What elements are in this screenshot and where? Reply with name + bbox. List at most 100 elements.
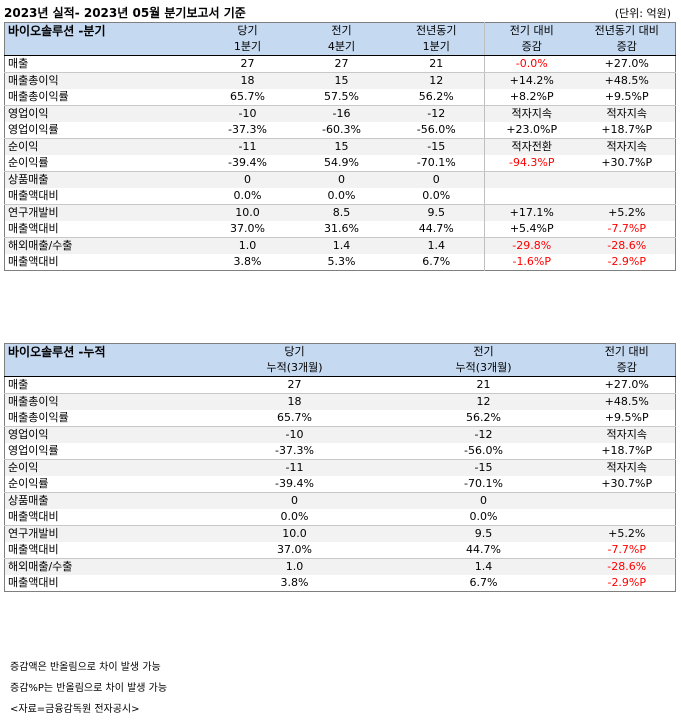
change-vs-yoy: 적자지속 (578, 138, 676, 155)
value-previous: -16 (294, 105, 389, 122)
cum-col-subheader-blank (4, 360, 201, 377)
row-label: 순이익률 (4, 476, 201, 493)
row-label: 매출총이익 (4, 72, 201, 89)
value-current: -37.3% (200, 443, 389, 460)
value-current: 10.0 (200, 525, 389, 542)
col-subheader-change-prev: 증감 (484, 39, 579, 56)
col-header-change-prev: 전기 대비 (484, 22, 579, 39)
change-vs-yoy: -7.7%P (578, 221, 676, 238)
row-label: 영업이익률 (4, 443, 201, 460)
change-vs-yoy: +18.7%P (578, 122, 676, 139)
row-label: 해외매출/수출 (4, 558, 201, 575)
table-row: 순이익률 -39.4% -70.1% +30.7%P (4, 476, 676, 493)
value-current: -39.4% (200, 476, 389, 493)
value-yoy: 1.4 (388, 237, 485, 254)
table-row: 매출 27 21 +27.0% (4, 376, 676, 394)
table-row: 영업이익률 -37.3% -56.0% +18.7%P (4, 443, 676, 460)
table-row: 순이익률 -39.4% 54.9% -70.1% -94.3%P +30.7%P (4, 155, 676, 172)
value-current: -10 (200, 426, 389, 443)
cum-col-header-current: 당기 (200, 343, 389, 360)
table-row: 영업이익률 -37.3% -60.3% -56.0% +23.0%P +18.7%P (4, 122, 676, 139)
value-previous: 9.5 (388, 525, 579, 542)
change-vs-previous: +48.5% (578, 393, 676, 410)
value-previous: 15 (294, 72, 389, 89)
row-label: 매출 (4, 55, 201, 73)
change-vs-yoy: +9.5%P (578, 89, 676, 106)
value-yoy: 21 (388, 55, 485, 73)
table-row: 영업이익 -10 -16 -12 적자지속 적자지속 (4, 105, 676, 122)
cum-col-subheader-change: 증감 (578, 360, 676, 377)
value-current: 10.0 (200, 204, 295, 221)
quarterly-table-body: 매출 27 27 21 -0.0% +27.0% 매출총이익 18 15 12 +14.2% +48.… (4, 55, 676, 271)
value-current: 0.0% (200, 509, 389, 526)
value-current: 0 (200, 171, 295, 188)
value-previous: 0.0% (294, 188, 389, 205)
change-vs-yoy: +30.7%P (578, 155, 676, 172)
value-yoy: -15 (388, 138, 485, 155)
change-vs-yoy: +27.0% (578, 55, 676, 73)
change-vs-previous: -94.3%P (484, 155, 579, 172)
change-vs-yoy: -2.9%P (607, 255, 647, 268)
value-previous: -56.0% (388, 443, 579, 460)
table-row: 매출총이익률 65.7% 56.2% +9.5%P (4, 410, 676, 427)
row-label: 순이익 (4, 459, 201, 476)
section-title-cumulative: 바이오솔루션 -누적 (4, 343, 201, 360)
change-vs-previous: +5.4%P (484, 221, 579, 238)
value-current: -37.3% (200, 122, 295, 139)
value-previous: 27 (294, 55, 389, 73)
value-previous: 1.4 (388, 558, 579, 575)
row-label: 매출총이익 (4, 393, 201, 410)
col-header-yoy: 전년동기 (388, 22, 485, 39)
quarterly-table: 바이오솔루션 -분기 당기 전기 전년동기 전기 대비 전년동기 대비 1분기 … (4, 22, 676, 271)
value-current: 0.0% (200, 188, 295, 205)
section-title-quarterly: 바이오솔루션 -분기 (4, 22, 201, 39)
table-row: 해외매출/수출 1.0 1.4 -28.6% (4, 558, 676, 575)
col-subheader-yoy: 1분기 (388, 39, 485, 56)
table-row: 영업이익 -10 -12 적자지속 (4, 426, 676, 443)
change-vs-previous: 적자지속 (578, 459, 676, 476)
row-label: 매출 (4, 376, 201, 394)
cumulative-table: 바이오솔루션 -누적 당기 전기 전기 대비 누적(3개월) 누적(3개월) 증… (4, 343, 676, 592)
cumulative-header-row-2: 누적(3개월) 누적(3개월) 증감 (4, 360, 676, 377)
value-current: -10 (200, 105, 295, 122)
value-current: 18 (200, 393, 389, 410)
value-previous: 54.9% (294, 155, 389, 172)
change-vs-previous: -0.0% (484, 55, 579, 73)
col-subheader-change-yoy: 증감 (578, 39, 676, 56)
change-vs-previous (484, 188, 579, 205)
footnotes: 증감액은 반올림으로 차이 발생 가능 증감%P는 반올림으로 차이 발생 가능… (10, 657, 167, 720)
row-label: 매출액대비 (8, 576, 59, 589)
change-vs-previous: +9.5%P (578, 410, 676, 427)
change-vs-previous: 적자전환 (484, 138, 579, 155)
change-vs-previous: +5.2% (578, 525, 676, 542)
value-current: -11 (200, 138, 295, 155)
table-row: 상품매출 0 0 (4, 492, 676, 509)
value-yoy: -56.0% (388, 122, 485, 139)
col-header-change-yoy: 전년동기 대비 (578, 22, 676, 39)
change-vs-previous: +14.2% (484, 72, 579, 89)
row-label: 해외매출/수출 (4, 237, 201, 254)
row-label: 상품매출 (4, 492, 201, 509)
value-yoy: 6.7% (422, 255, 451, 268)
row-label: 매출액대비 (8, 255, 59, 268)
value-previous: -15 (388, 459, 579, 476)
row-label: 매출총이익률 (4, 410, 201, 427)
value-previous: 57.5% (294, 89, 389, 106)
footnote-source: <자료=금융감독원 전자공시> (10, 704, 140, 715)
table-row: 매출액대비 37.0% 44.7% -7.7%P (4, 542, 676, 559)
value-previous: -70.1% (388, 476, 579, 493)
row-label: 연구개발비 (4, 525, 201, 542)
value-previous: 0.0% (388, 509, 579, 526)
change-vs-yoy (578, 188, 676, 205)
value-previous: 8.5 (294, 204, 389, 221)
row-label: 순이익 (4, 138, 201, 155)
value-yoy: 0 (388, 171, 485, 188)
change-vs-previous: -29.8% (484, 237, 579, 254)
value-yoy: 0.0% (388, 188, 485, 205)
value-yoy: 44.7% (388, 221, 485, 238)
report-title: 2023년 실적- 2023년 05월 분기보고서 기준 (4, 6, 246, 20)
change-vs-previous (578, 509, 676, 526)
change-vs-yoy: +5.2% (578, 204, 676, 221)
row-label: 매출액대비 (4, 221, 201, 238)
footnote-rounding-percent: 증감%P는 반올림으로 차이 발생 가능 (10, 683, 168, 694)
